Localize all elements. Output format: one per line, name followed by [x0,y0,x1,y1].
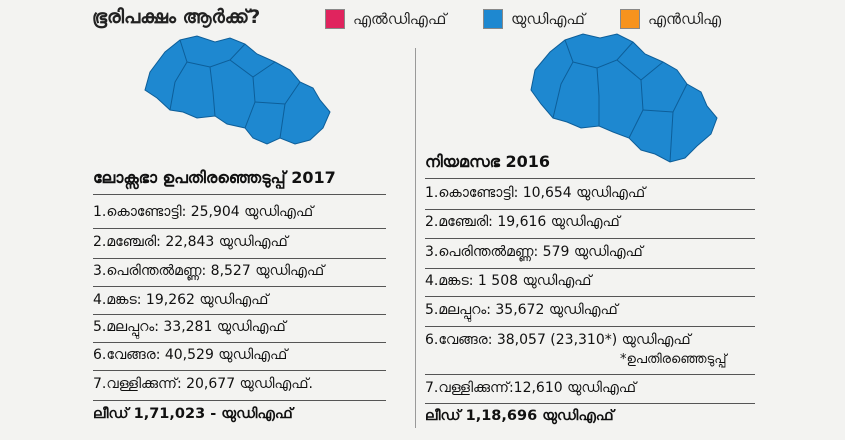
right-row-1: 1.കൊണ്ടോട്ടി: 10,654 യുഡിഎഫ് [425,185,646,201]
left-row-3: 3.പെരിന്തൽമണ്ണ: 8,527 യുഡിഎഫ് [93,263,325,279]
center-divider [415,48,416,428]
left-row-4: 4.മങ്കട: 19,262 യുഡിഎഫ് [93,292,269,308]
right-row-4: 4.മങ്കട: 1 508 യുഡിഎഫ് [425,273,592,289]
left-row-1: 1.കൊണ്ടോട്ടി: 25,904 യുഡിഎഫ് [93,204,314,220]
left-row-rule [93,400,386,401]
right-row-rule [425,238,755,239]
legend-swatch-udf [483,9,503,29]
left-title-rule [93,194,386,195]
right-row-rule [425,296,755,297]
left-row-rule [93,314,386,315]
left-lead: ലീഡ് 1,71,023 - യുഡിഎഫ് [93,406,293,422]
right-panel-title: നിയമസഭ 2016 [425,152,550,171]
right-row-6: 6.വേങ്ങര: 38,057 (23,310*) യുഡിഎഫ് [425,332,691,348]
legend-label-udf: യുഡിഎഫ് [511,10,585,28]
constituency-map-left [144,35,331,145]
left-row-5: 5.മലപ്പുറം: 33,281 യുഡിഎഫ് [93,319,286,335]
header: ഭൂരിപക്ഷം ആർക്ക്? എൽഡിഎഫ് യുഡിഎഫ് എൻഡിഎ [0,0,845,40]
right-title-rule [425,178,755,179]
legend-nda: എൻഡിഎ [620,8,721,30]
left-row-rule [93,286,386,287]
right-row-rule [425,268,755,269]
left-row-rule [93,228,386,229]
right-row-5: 5.മലപ്പുറം: 35,672 യുഡിഎഫ് [425,302,618,318]
legend-udf: യുഡിഎഫ് [483,8,585,30]
right-row-7: 7.വള്ളിക്കുന്ന്:12,610 യുഡിഎഫ് [425,380,637,396]
left-row-6: 6.വേങ്ങര: 40,529 യുഡിഎഫ് [93,347,288,363]
legend-ldf: എൽഡിഎഫ് [325,8,446,30]
left-row-2: 2.മഞ്ചേരി: 22,843 യുഡിഎഫ് [93,234,288,250]
left-row-rule [93,370,386,371]
left-panel-title: ലോക്സഭാ ഉപതിരഞ്ഞെടുപ്പ് 2017 [93,168,336,187]
right-lead: ലീഡ് 1,18,696 യുഡിഎഫ് [425,408,614,424]
left-row-rule [93,342,386,343]
right-row-rule [425,403,755,404]
left-row-rule [93,258,386,259]
right-row-3: 3.പെരിന്തൽമണ്ണ: 579 യുഡിഎഫ് [425,244,643,260]
right-row-2: 2.മഞ്ചേരി: 19,616 യുഡിഎഫ് [425,214,620,230]
right-row-rule [425,374,755,375]
legend-label-nda: എൻഡിഎ [648,10,722,28]
right-footnote: *ഉപതിരഞ്ഞെടുപ്പ് [620,352,727,367]
legend-swatch-ldf [325,9,345,29]
legend-swatch-nda [620,9,640,29]
map-outline-right [530,33,718,163]
left-row-7: 7.വള്ളിക്കുന്ന്: 20,677 യുഡിഎഫ്. [93,376,313,392]
right-row-rule [425,209,755,210]
legend-label-ldf: എൽഡിഎഫ് [353,10,447,28]
right-row-rule [425,326,755,327]
page-title: ഭൂരിപക്ഷം ആർക്ക്? [92,6,261,28]
constituency-map-right [530,33,718,163]
